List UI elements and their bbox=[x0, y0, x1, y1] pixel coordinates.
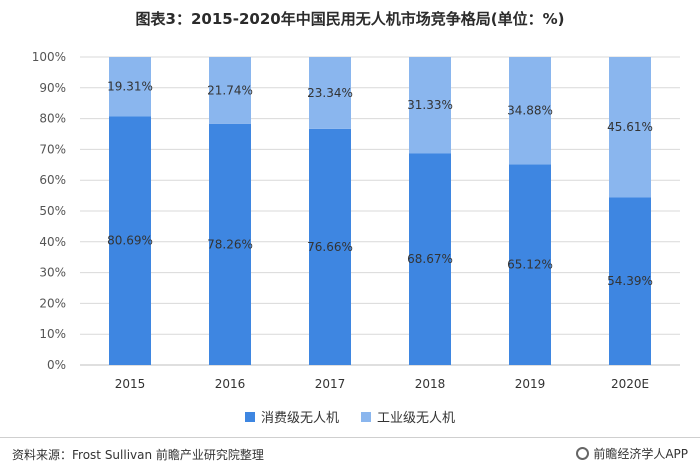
legend-label-industrial: 工业级无人机 bbox=[377, 411, 456, 426]
y-tick-label: 40% bbox=[39, 235, 66, 249]
legend: 消费级无人机 工业级无人机 bbox=[0, 407, 700, 426]
bar-segment bbox=[409, 57, 451, 154]
y-tick-label: 70% bbox=[39, 142, 66, 156]
y-tick-label: 90% bbox=[39, 81, 66, 95]
brand-mark: 前瞻经济学人APP bbox=[576, 445, 688, 462]
legend-label-consumer: 消费级无人机 bbox=[260, 411, 339, 426]
x-tick-label: 2018 bbox=[415, 377, 446, 391]
y-tick-label: 0% bbox=[47, 358, 66, 372]
bar-segment bbox=[609, 57, 651, 198]
data-label: 34.88% bbox=[507, 104, 553, 118]
x-tick-label: 2015 bbox=[115, 377, 146, 391]
bar-segment bbox=[609, 197, 651, 365]
x-tick-label: 2019 bbox=[515, 377, 546, 391]
stacked-bar-chart: 0% 10% 20% 30% 40% 50% 60% 70% 80% 90% 100% 80.69% 1… bbox=[32, 50, 680, 391]
footer-divider bbox=[0, 437, 700, 438]
bar-segment bbox=[509, 57, 551, 165]
y-tick-label: 80% bbox=[39, 112, 66, 126]
bar-segment bbox=[509, 164, 551, 365]
data-label: 65.12% bbox=[507, 258, 553, 272]
y-tick-label: 30% bbox=[39, 266, 66, 280]
bar-segment bbox=[109, 57, 151, 117]
legend-item-industrial: 工业级无人机 bbox=[361, 407, 455, 426]
data-label: 23.34% bbox=[307, 86, 353, 100]
bar-segment bbox=[409, 153, 451, 365]
x-tick-label: 2017 bbox=[315, 377, 346, 391]
legend-swatch-consumer bbox=[244, 411, 255, 422]
data-label: 45.61% bbox=[607, 120, 653, 134]
bar-segment bbox=[309, 128, 351, 365]
legend-swatch-industrial bbox=[361, 411, 371, 422]
data-label: 31.33% bbox=[407, 98, 453, 112]
data-label: 78.26% bbox=[207, 237, 253, 251]
data-label: 76.66% bbox=[307, 240, 353, 254]
legend-item-consumer: 消费级无人机 bbox=[244, 407, 339, 426]
bar-segment bbox=[109, 116, 151, 366]
y-tick-label: 60% bbox=[39, 173, 66, 187]
bar-segment bbox=[309, 57, 351, 129]
y-tick-label: 10% bbox=[39, 327, 66, 341]
bar-segment bbox=[209, 123, 251, 365]
y-tick-label: 100% bbox=[32, 50, 66, 64]
data-label: 80.69% bbox=[107, 234, 153, 248]
chart-title: 图表3：2015-2020年中国民用无人机市场竞争格局(单位：%) bbox=[135, 10, 565, 28]
y-tick-label: 20% bbox=[39, 296, 66, 310]
data-label: 54.39% bbox=[607, 274, 653, 288]
y-tick-label: 50% bbox=[39, 204, 66, 218]
data-label: 68.67% bbox=[407, 252, 453, 266]
source-note: 资料来源：Frost Sullivan 前瞻产业研究院整理 bbox=[12, 448, 264, 462]
bar-segment bbox=[209, 57, 251, 124]
x-tick-label: 2016 bbox=[215, 377, 246, 391]
brand-name: 前瞻经济学人APP bbox=[593, 447, 688, 461]
x-tick-label: 2020E bbox=[611, 377, 649, 391]
data-label: 19.31% bbox=[107, 80, 153, 94]
data-label: 21.74% bbox=[207, 83, 253, 97]
brand-logo-icon bbox=[576, 447, 590, 460]
